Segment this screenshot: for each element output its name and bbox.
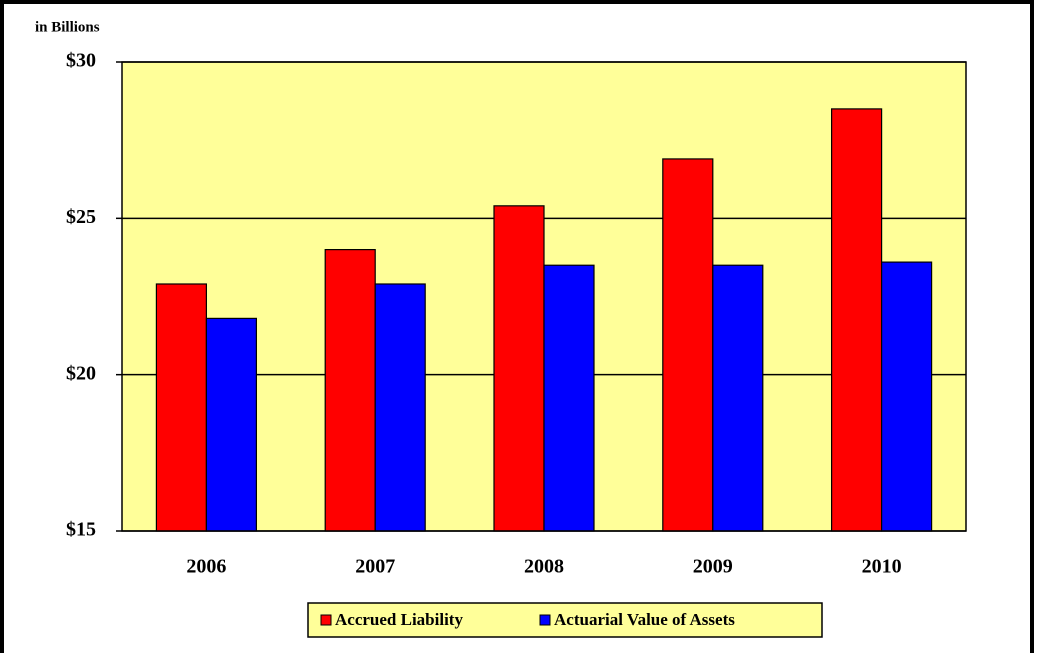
bar — [205, 317, 257, 532]
bar — [830, 108, 883, 532]
x-tick-label: 2009 — [693, 556, 733, 578]
y-tick-label: $30 — [66, 50, 96, 72]
legend-box — [307, 602, 823, 638]
legend-label: Accrued Liability — [335, 610, 463, 629]
x-tick-label: 2006 — [186, 556, 226, 578]
plot-border — [121, 61, 967, 532]
bar — [712, 264, 764, 532]
legend-label: Actuarial Value of Assets — [554, 610, 735, 629]
bar — [374, 283, 426, 532]
y-tick-label: $15 — [66, 519, 96, 541]
y-tick-label: $20 — [66, 362, 96, 384]
y-tick-label: $25 — [66, 206, 96, 228]
bar — [493, 205, 545, 532]
x-tick-label: 2007 — [355, 556, 395, 578]
bar — [324, 249, 376, 532]
bar — [543, 264, 595, 532]
legend-swatch — [320, 614, 332, 626]
chart-title: in Billions — [35, 19, 100, 35]
bar — [880, 261, 933, 532]
x-tick-label: 2010 — [862, 556, 902, 578]
bar — [155, 283, 207, 532]
x-tick-label: 2008 — [524, 556, 564, 578]
bar — [662, 158, 714, 532]
legend-swatch — [539, 614, 551, 626]
